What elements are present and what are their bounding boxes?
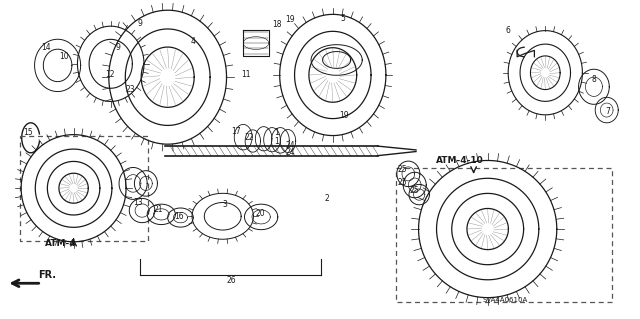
Text: 2: 2 xyxy=(324,194,329,203)
Text: 6: 6 xyxy=(505,26,510,35)
Text: 23: 23 xyxy=(125,85,135,94)
Text: 13: 13 xyxy=(132,198,143,207)
Text: 10: 10 xyxy=(59,52,69,61)
Text: 25: 25 xyxy=(410,186,420,195)
Text: ATM-4: ATM-4 xyxy=(45,239,77,248)
Text: 9: 9 xyxy=(137,19,142,28)
Text: 8: 8 xyxy=(591,75,596,84)
Text: 21: 21 xyxy=(154,205,163,214)
Text: FR.: FR. xyxy=(38,270,56,280)
Text: 11: 11 xyxy=(242,70,251,79)
Text: 19: 19 xyxy=(285,15,295,24)
Text: SVA4A0610A: SVA4A0610A xyxy=(483,297,528,303)
Text: 17: 17 xyxy=(230,127,241,136)
Text: 25: 25 xyxy=(397,178,407,187)
Bar xyxy=(20,136,148,241)
Text: 24: 24 xyxy=(285,141,295,150)
Text: 20: 20 xyxy=(255,209,266,218)
Text: 15: 15 xyxy=(22,128,33,137)
Text: 19: 19 xyxy=(339,111,349,120)
Text: 26: 26 xyxy=(227,276,237,285)
Text: 22: 22 xyxy=(245,133,254,142)
Text: 16: 16 xyxy=(174,212,184,221)
Text: 12: 12 xyxy=(106,70,115,79)
Bar xyxy=(396,168,612,302)
Text: 24: 24 xyxy=(285,148,295,157)
Text: 3: 3 xyxy=(223,200,228,209)
Text: 1: 1 xyxy=(274,128,279,137)
Text: ATM-4-10: ATM-4-10 xyxy=(436,156,483,165)
Text: 25: 25 xyxy=(397,165,407,174)
Text: 9: 9 xyxy=(116,43,121,52)
Text: 18: 18 xyxy=(272,20,281,29)
Text: 1: 1 xyxy=(274,137,279,146)
Text: 7: 7 xyxy=(605,107,611,115)
Text: 5: 5 xyxy=(340,14,346,23)
Text: 14: 14 xyxy=(41,43,51,52)
Text: 4: 4 xyxy=(191,37,196,46)
